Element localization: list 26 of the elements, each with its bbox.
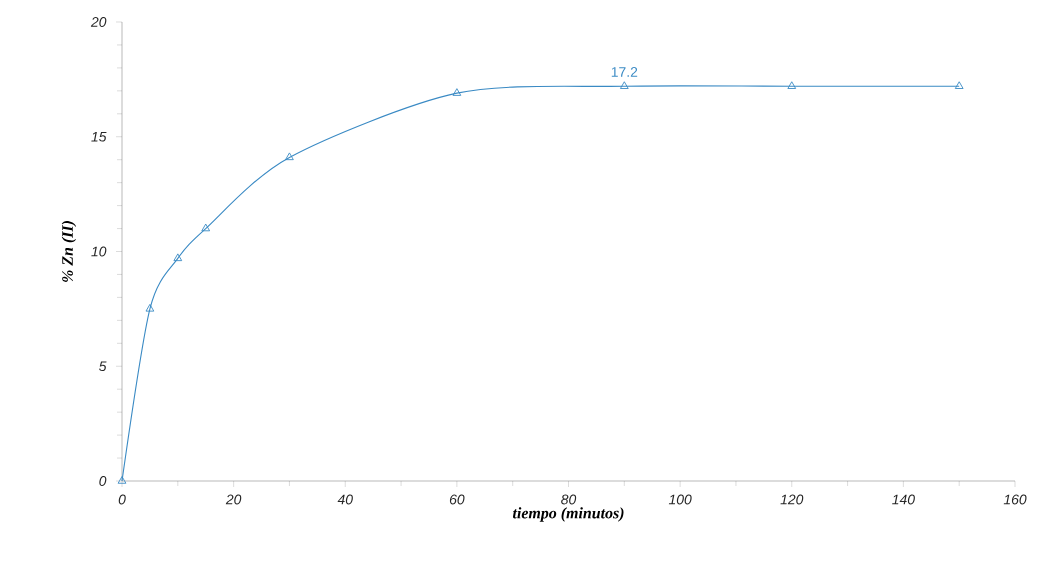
point (954, 81, 964, 89)
x-tick-label: 100 (668, 494, 692, 505)
x-tick-label: 80 (561, 494, 577, 505)
x-tick-label: 120 (780, 494, 804, 505)
point (173, 253, 183, 262)
y-tick-label: 15 (91, 131, 107, 142)
point (452, 88, 462, 96)
point (201, 223, 211, 232)
x-axis-title: tiempo (minutos) (512, 507, 624, 522)
y-tick-label: 20 (90, 17, 107, 27)
y-tick-label: 0 (99, 476, 107, 486)
point (285, 152, 294, 161)
x-tick-label: 0 (118, 494, 126, 505)
annotation: 17.2 (611, 66, 638, 77)
y-tick-label: 5 (99, 361, 107, 372)
point (145, 303, 155, 312)
y-tick-label: 10 (91, 246, 107, 257)
x-tick-label: 140 (892, 494, 915, 505)
x-tick-label: 160 (1003, 494, 1027, 505)
x-tick-label: 60 (449, 494, 465, 505)
point (117, 476, 127, 484)
x-tick-label: 40 (337, 494, 353, 505)
x-tick-label: 20 (225, 494, 242, 505)
y-axis-title: % Zn (II) (61, 221, 77, 282)
point (619, 81, 629, 89)
point (787, 81, 797, 89)
